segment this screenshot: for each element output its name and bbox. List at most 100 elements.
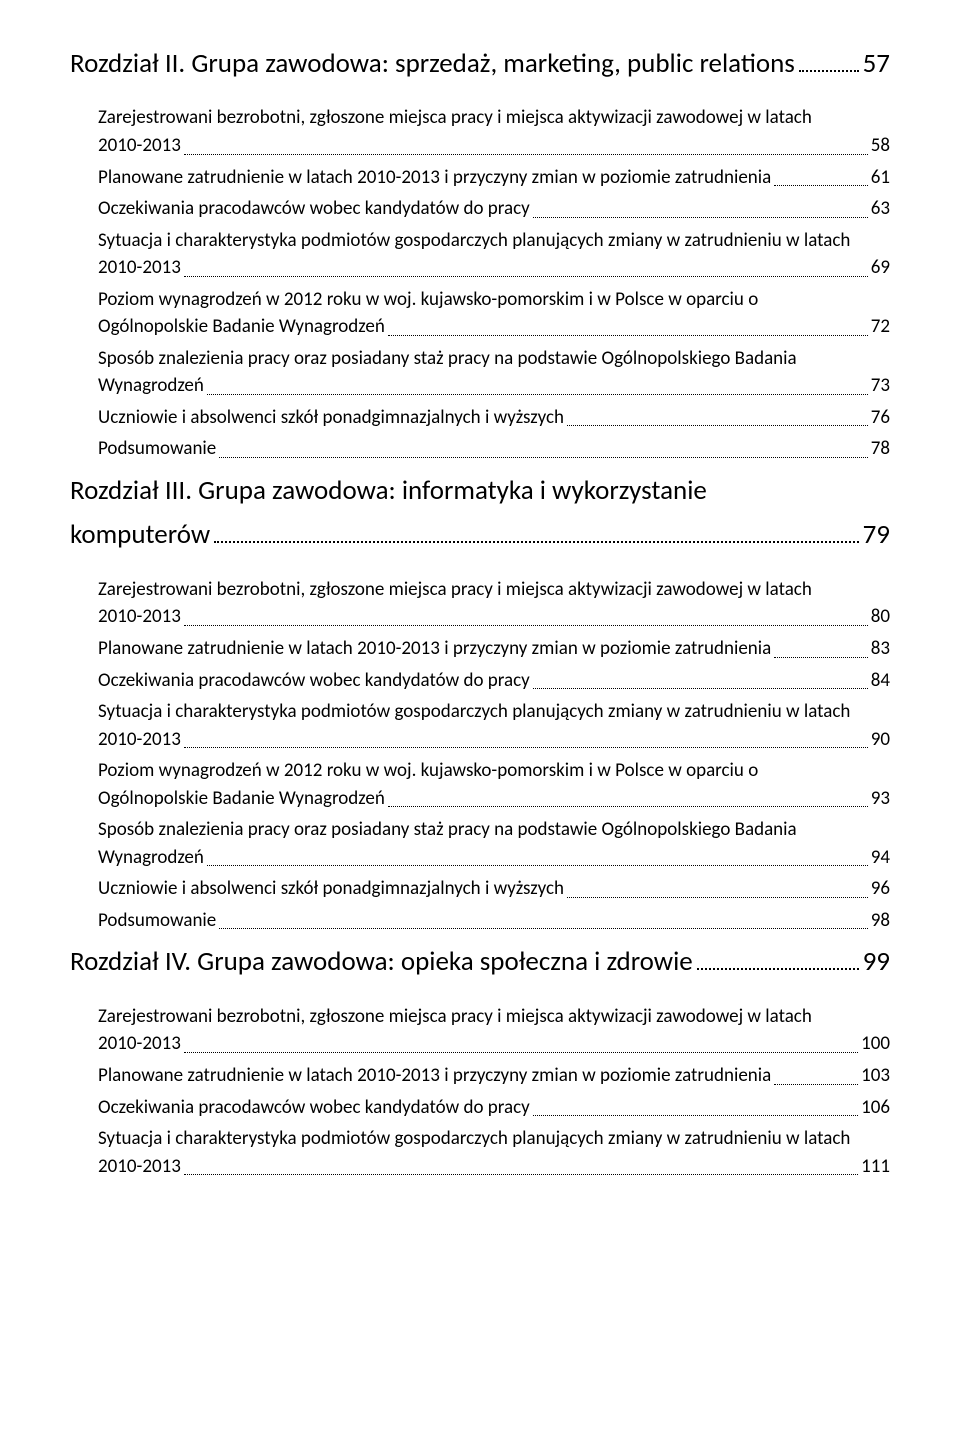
toc-entry-page: 80 xyxy=(871,603,890,631)
toc-entry: Poziom wynagrodzeń w 2012 roku w woj. ku… xyxy=(70,757,890,812)
table-of-contents: Rozdział II. Grupa zawodowa: sprzedaż, m… xyxy=(70,46,890,1180)
toc-chapter-title: Rozdział III. Grupa zawodowa: informatyk… xyxy=(70,473,890,509)
toc-entry-page: 78 xyxy=(871,435,890,463)
toc-entry-text: Sytuacja i charakterystyka podmiotów gos… xyxy=(98,698,850,726)
toc-entry-text: 2010-2013 xyxy=(98,132,181,160)
toc-leader-dots xyxy=(388,806,868,807)
toc-entry-page: 84 xyxy=(871,667,890,695)
toc-chapter-title: Rozdział IV. Grupa zawodowa: opieka społ… xyxy=(70,944,890,980)
toc-chapter-title: Rozdział II. Grupa zawodowa: sprzedaż, m… xyxy=(70,46,890,82)
toc-entry-text: Oczekiwania pracodawców wobec kandydatów… xyxy=(98,667,530,695)
toc-entry: Oczekiwania pracodawców wobec kandydatów… xyxy=(98,667,890,695)
toc-entry: Sposób znalezienia pracy oraz posiadany … xyxy=(70,345,890,400)
toc-entry-page: 94 xyxy=(871,844,890,872)
toc-leader-dots xyxy=(184,1052,858,1053)
toc-entry-page: 90 xyxy=(871,726,890,754)
toc-leader-dots xyxy=(774,1084,858,1085)
toc-leader-dots xyxy=(388,335,868,336)
toc-entry: Oczekiwania pracodawców wobec kandydatów… xyxy=(98,195,890,223)
toc-entry-text: Sposób znalezienia pracy oraz posiadany … xyxy=(98,345,797,373)
toc-leader-dots xyxy=(774,657,868,658)
toc-entry-text: Sposób znalezienia pracy oraz posiadany … xyxy=(98,816,797,844)
toc-entry: Podsumowanie 78 xyxy=(98,435,890,463)
toc-entry-page: 93 xyxy=(871,785,890,813)
toc-entry-text: 2010-2013 xyxy=(98,254,181,282)
toc-leader-dots xyxy=(184,1174,858,1175)
toc-entry: Zarejestrowani bezrobotni, zgłoszone mie… xyxy=(70,104,890,159)
toc-entry: Uczniowie i absolwenci szkół ponadgimnaz… xyxy=(98,875,890,903)
toc-chapter-page: 57 xyxy=(863,46,890,82)
toc-entry-text: Planowane zatrudnienie w latach 2010-201… xyxy=(98,1062,771,1090)
toc-leader-dots xyxy=(533,1115,858,1116)
toc-entry: Planowane zatrudnienie w latach 2010-201… xyxy=(98,1062,890,1090)
toc-chapter-title-text: komputerów xyxy=(70,517,210,553)
toc-entry-text: 2010-2013 xyxy=(98,726,181,754)
toc-leader-dots xyxy=(697,947,859,971)
toc-entry-text: Sytuacja i charakterystyka podmiotów gos… xyxy=(98,1125,850,1153)
toc-entry: Poziom wynagrodzeń w 2012 roku w woj. ku… xyxy=(70,286,890,341)
toc-entry-text: 2010-2013 xyxy=(98,1153,181,1181)
toc-leader-dots xyxy=(567,425,868,426)
toc-leader-dots xyxy=(533,688,868,689)
toc-entry-page: 73 xyxy=(871,372,890,400)
toc-entry: Zarejestrowani bezrobotni, zgłoszone mie… xyxy=(70,576,890,631)
toc-entry: Uczniowie i absolwenci szkół ponadgimnaz… xyxy=(98,404,890,432)
toc-entry-text: Zarejestrowani bezrobotni, zgłoszone mie… xyxy=(98,104,812,132)
toc-entry-text: Ogólnopolskie Badanie Wynagrodzeń xyxy=(98,785,385,813)
toc-leader-dots xyxy=(219,928,867,929)
toc-leader-dots xyxy=(214,520,858,544)
toc-entry-text: Zarejestrowani bezrobotni, zgłoszone mie… xyxy=(98,1003,812,1031)
toc-entry-text: Uczniowie i absolwenci szkół ponadgimnaz… xyxy=(98,404,564,432)
toc-entry-page: 100 xyxy=(861,1030,890,1058)
toc-entry-page: 69 xyxy=(871,254,890,282)
toc-entry-text: Uczniowie i absolwenci szkół ponadgimnaz… xyxy=(98,875,564,903)
toc-entry-text: Ogólnopolskie Badanie Wynagrodzeń xyxy=(98,313,385,341)
toc-entry-page: 106 xyxy=(861,1094,890,1122)
toc-entry: Sytuacja i charakterystyka podmiotów gos… xyxy=(70,698,890,753)
toc-leader-dots xyxy=(533,217,868,218)
toc-entry-page: 111 xyxy=(861,1153,890,1181)
toc-leader-dots xyxy=(207,394,868,395)
toc-entry-text: Poziom wynagrodzeń w 2012 roku w woj. ku… xyxy=(98,286,758,314)
toc-entry-text: Sytuacja i charakterystyka podmiotów gos… xyxy=(98,227,850,255)
toc-entry: Oczekiwania pracodawców wobec kandydatów… xyxy=(98,1094,890,1122)
toc-leader-dots xyxy=(184,747,868,748)
toc-entry-text: Zarejestrowani bezrobotni, zgłoszone mie… xyxy=(98,576,812,604)
toc-chapter-title-text: Rozdział II. Grupa zawodowa: sprzedaż, m… xyxy=(70,46,795,82)
toc-chapter-title-text: Rozdział IV. Grupa zawodowa: opieka społ… xyxy=(70,944,693,980)
toc-entry-text: 2010-2013 xyxy=(98,603,181,631)
toc-entry-text: Planowane zatrudnienie w latach 2010-201… xyxy=(98,164,771,192)
toc-leader-dots xyxy=(184,625,868,626)
toc-entry-text: Planowane zatrudnienie w latach 2010-201… xyxy=(98,635,771,663)
toc-entry: Sytuacja i charakterystyka podmiotów gos… xyxy=(70,1125,890,1180)
toc-chapter-title: komputerów 79 xyxy=(70,517,890,553)
toc-entry: Sytuacja i charakterystyka podmiotów gos… xyxy=(70,227,890,282)
toc-entry-text: Wynagrodzeń xyxy=(98,372,204,400)
toc-leader-dots xyxy=(567,897,868,898)
toc-leader-dots xyxy=(799,48,859,72)
toc-entry: Planowane zatrudnienie w latach 2010-201… xyxy=(98,164,890,192)
toc-entry: Planowane zatrudnienie w latach 2010-201… xyxy=(98,635,890,663)
toc-entry-page: 61 xyxy=(871,164,890,192)
toc-entry-page: 103 xyxy=(861,1062,890,1090)
toc-entry-page: 76 xyxy=(871,404,890,432)
toc-entry-page: 63 xyxy=(871,195,890,223)
toc-leader-dots xyxy=(184,276,868,277)
toc-entry-text: Poziom wynagrodzeń w 2012 roku w woj. ku… xyxy=(98,757,758,785)
toc-entry-text: Oczekiwania pracodawców wobec kandydatów… xyxy=(98,195,530,223)
toc-entry-page: 58 xyxy=(871,132,890,160)
toc-leader-dots xyxy=(207,865,868,866)
toc-entry-text: Podsumowanie xyxy=(98,907,216,935)
toc-entry: Sposób znalezienia pracy oraz posiadany … xyxy=(70,816,890,871)
toc-entry-page: 96 xyxy=(871,875,890,903)
toc-chapter-title-text: Rozdział III. Grupa zawodowa: informatyk… xyxy=(70,473,707,509)
toc-entry-text: Podsumowanie xyxy=(98,435,216,463)
toc-leader-dots xyxy=(219,457,867,458)
toc-entry-text: 2010-2013 xyxy=(98,1030,181,1058)
toc-entry-text: Wynagrodzeń xyxy=(98,844,204,872)
toc-leader-dots xyxy=(774,185,868,186)
toc-entry: Podsumowanie98 xyxy=(98,907,890,935)
toc-entry: Zarejestrowani bezrobotni, zgłoszone mie… xyxy=(70,1003,890,1058)
toc-chapter-page: 99 xyxy=(863,944,890,980)
toc-chapter-page: 79 xyxy=(863,517,890,553)
